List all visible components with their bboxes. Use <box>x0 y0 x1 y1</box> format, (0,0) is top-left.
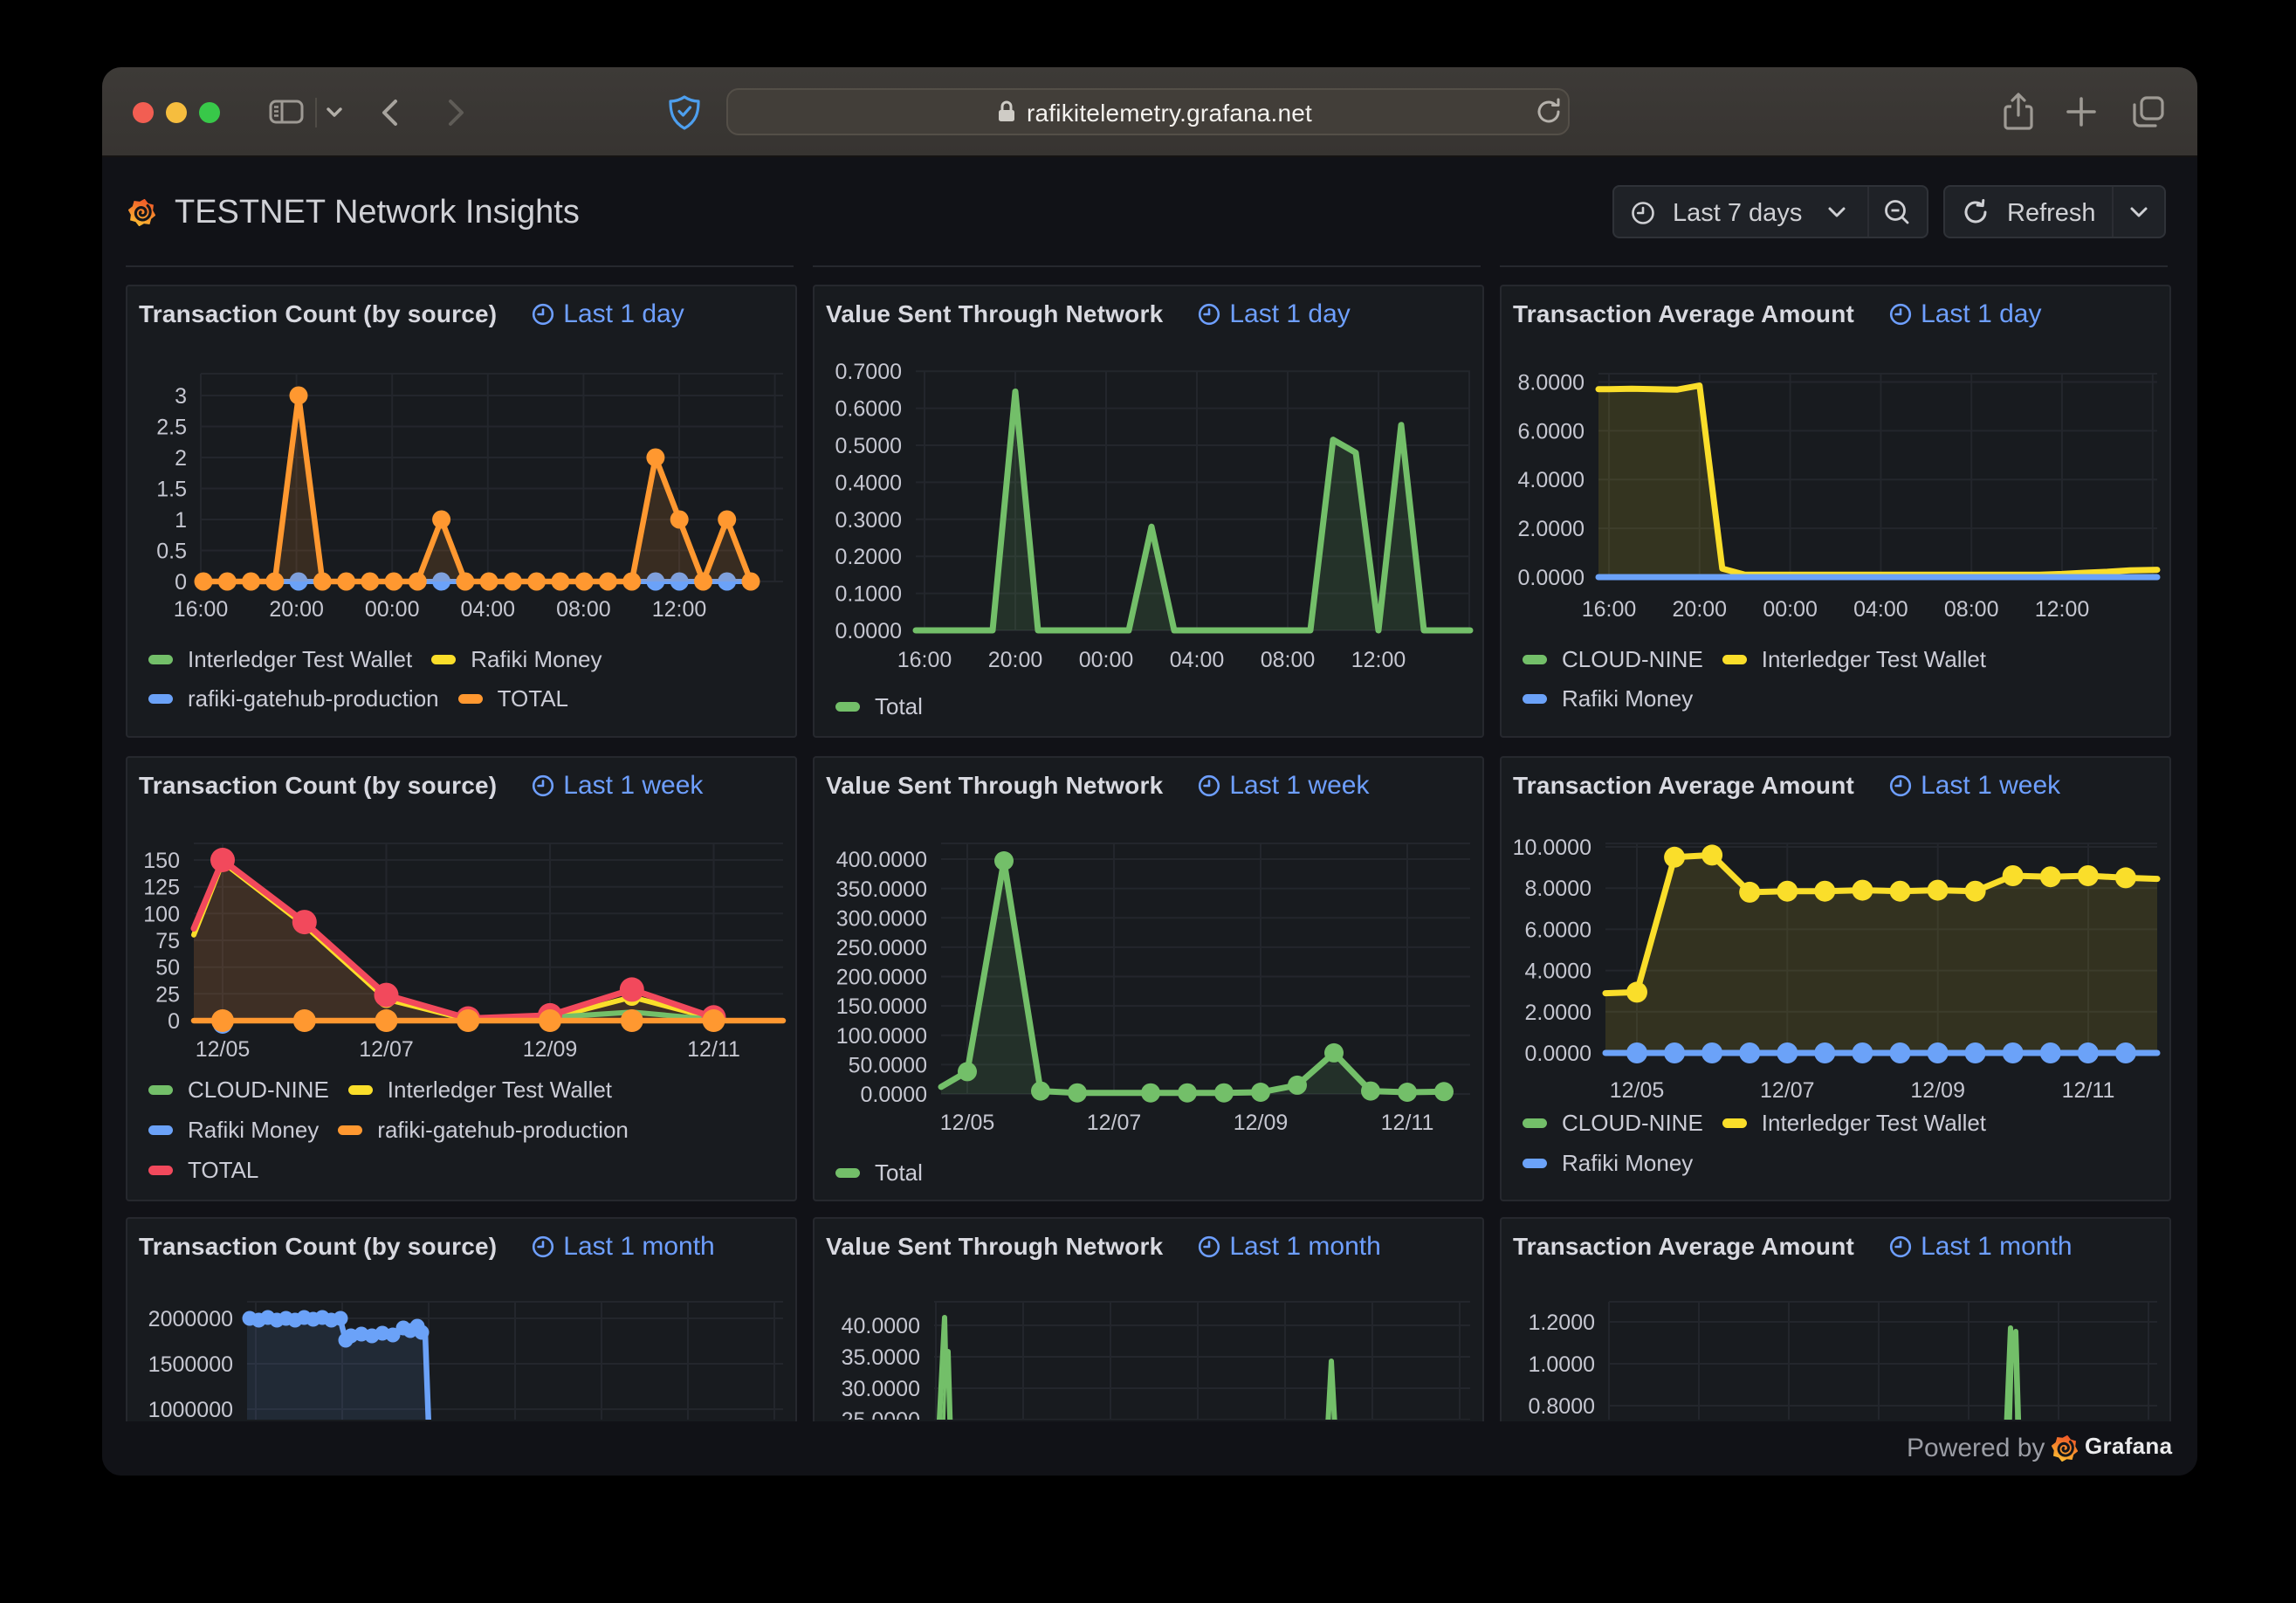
svg-text:12/09: 12/09 <box>523 1037 578 1062</box>
svg-text:08:00: 08:00 <box>556 597 611 622</box>
svg-text:0.0000: 0.0000 <box>1518 566 1585 590</box>
svg-text:0.2000: 0.2000 <box>835 545 902 569</box>
svg-text:25: 25 <box>155 982 180 1007</box>
svg-text:2.0000: 2.0000 <box>1525 1001 1591 1025</box>
svg-text:25.0000: 25.0000 <box>842 1408 920 1420</box>
svg-text:30.0000: 30.0000 <box>842 1377 920 1401</box>
svg-text:12/09: 12/09 <box>1910 1078 1965 1103</box>
svg-text:20:00: 20:00 <box>269 597 324 622</box>
svg-text:0.1000: 0.1000 <box>835 582 902 607</box>
svg-text:04:00: 04:00 <box>1853 597 1908 622</box>
svg-text:12/11: 12/11 <box>687 1037 740 1062</box>
svg-text:250.0000: 250.0000 <box>836 936 927 960</box>
svg-text:0.0000: 0.0000 <box>835 619 902 643</box>
svg-text:12/07: 12/07 <box>1087 1111 1142 1135</box>
svg-text:0.5: 0.5 <box>156 540 187 564</box>
svg-text:12/05: 12/05 <box>1610 1078 1665 1103</box>
svg-text:2000000: 2000000 <box>148 1307 233 1331</box>
svg-text:0.0000: 0.0000 <box>861 1083 927 1107</box>
svg-text:100.0000: 100.0000 <box>836 1024 927 1049</box>
svg-text:150.0000: 150.0000 <box>836 994 927 1019</box>
svg-text:12/05: 12/05 <box>196 1037 251 1062</box>
svg-text:2.0000: 2.0000 <box>1518 517 1585 541</box>
svg-text:6.0000: 6.0000 <box>1518 419 1585 444</box>
svg-text:10.0000: 10.0000 <box>1513 836 1591 860</box>
svg-text:6.0000: 6.0000 <box>1525 918 1591 942</box>
svg-text:12/11: 12/11 <box>2062 1078 2115 1103</box>
svg-text:12/11: 12/11 <box>1381 1111 1434 1135</box>
svg-text:00:00: 00:00 <box>1763 597 1818 622</box>
svg-text:12/09: 12/09 <box>1234 1111 1289 1135</box>
svg-text:300.0000: 300.0000 <box>836 906 927 931</box>
svg-text:12/07: 12/07 <box>1760 1078 1815 1103</box>
svg-text:0.6000: 0.6000 <box>835 397 902 422</box>
svg-text:1.5: 1.5 <box>156 478 187 502</box>
svg-text:0.5000: 0.5000 <box>835 434 902 458</box>
svg-text:0: 0 <box>175 570 187 595</box>
svg-text:04:00: 04:00 <box>461 597 516 622</box>
svg-text:1: 1 <box>175 508 187 533</box>
svg-text:50: 50 <box>155 956 180 980</box>
svg-text:20:00: 20:00 <box>988 648 1043 672</box>
svg-text:200.0000: 200.0000 <box>836 966 927 990</box>
svg-text:16:00: 16:00 <box>1582 597 1637 622</box>
svg-text:0.7000: 0.7000 <box>835 360 902 384</box>
svg-text:04:00: 04:00 <box>1170 648 1225 672</box>
svg-text:40.0000: 40.0000 <box>842 1314 920 1338</box>
svg-text:0.8000: 0.8000 <box>1529 1394 1595 1419</box>
svg-text:4.0000: 4.0000 <box>1525 960 1591 984</box>
svg-text:12:00: 12:00 <box>2035 597 2090 622</box>
svg-text:50.0000: 50.0000 <box>849 1053 927 1077</box>
svg-text:0.3000: 0.3000 <box>835 508 902 533</box>
svg-text:150: 150 <box>143 849 180 873</box>
svg-text:08:00: 08:00 <box>1944 597 1999 622</box>
svg-text:8.0000: 8.0000 <box>1525 877 1591 901</box>
svg-text:75: 75 <box>155 929 180 953</box>
svg-text:0: 0 <box>168 1009 180 1034</box>
svg-text:350.0000: 350.0000 <box>836 877 927 902</box>
svg-text:2.5: 2.5 <box>156 416 187 440</box>
svg-text:08:00: 08:00 <box>1261 648 1316 672</box>
svg-text:00:00: 00:00 <box>365 597 420 622</box>
svg-text:1000000: 1000000 <box>148 1398 233 1420</box>
svg-text:35.0000: 35.0000 <box>842 1345 920 1370</box>
svg-text:16:00: 16:00 <box>897 648 952 672</box>
svg-text:1.2000: 1.2000 <box>1529 1311 1595 1335</box>
svg-text:4.0000: 4.0000 <box>1518 468 1585 492</box>
svg-text:0.0000: 0.0000 <box>1525 1042 1591 1066</box>
svg-text:12/05: 12/05 <box>940 1111 995 1135</box>
svg-text:1500000: 1500000 <box>148 1352 233 1377</box>
svg-text:400.0000: 400.0000 <box>836 848 927 872</box>
svg-text:1.0000: 1.0000 <box>1529 1352 1595 1377</box>
svg-text:0.4000: 0.4000 <box>835 471 902 495</box>
svg-text:16:00: 16:00 <box>174 597 229 622</box>
svg-text:3: 3 <box>175 384 187 409</box>
svg-text:2: 2 <box>175 446 187 471</box>
svg-text:8.0000: 8.0000 <box>1518 370 1585 395</box>
svg-text:125: 125 <box>143 876 180 900</box>
svg-text:12:00: 12:00 <box>1351 648 1406 672</box>
svg-text:100: 100 <box>143 902 180 926</box>
svg-text:12:00: 12:00 <box>652 597 707 622</box>
svg-text:12/07: 12/07 <box>359 1037 414 1062</box>
svg-text:20:00: 20:00 <box>1673 597 1728 622</box>
svg-text:00:00: 00:00 <box>1079 648 1134 672</box>
